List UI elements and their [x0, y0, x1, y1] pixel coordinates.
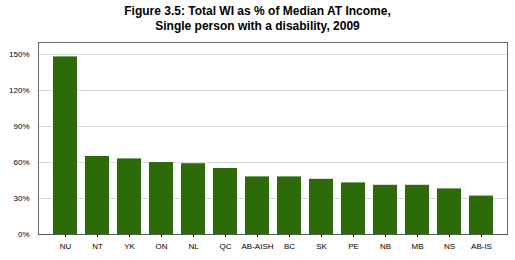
svg-text:SK: SK — [316, 242, 327, 251]
svg-text:NS: NS — [444, 242, 455, 251]
svg-text:150%: 150% — [9, 50, 29, 59]
svg-text:90%: 90% — [13, 122, 29, 131]
svg-text:AB-AISH: AB-AISH — [241, 242, 273, 251]
svg-text:0%: 0% — [18, 230, 30, 239]
svg-text:AB-IS: AB-IS — [471, 242, 492, 251]
svg-text:60%: 60% — [13, 158, 29, 167]
svg-text:BC: BC — [284, 242, 295, 251]
svg-text:NT: NT — [92, 242, 103, 251]
svg-text:NB: NB — [380, 242, 391, 251]
svg-text:120%: 120% — [9, 86, 29, 95]
svg-text:MB: MB — [412, 242, 424, 251]
svg-text:PE: PE — [348, 242, 359, 251]
svg-text:30%: 30% — [13, 194, 29, 203]
svg-text:ON: ON — [156, 242, 168, 251]
html-text:Figure 3.5: Total WI as % of M: Figure 3.5: Total WI as % of Median AT I… — [124, 4, 391, 33]
svg-text:QC: QC — [220, 242, 232, 251]
svg-text:YK: YK — [124, 242, 135, 251]
svg-text:NU: NU — [60, 242, 72, 251]
svg-text:NL: NL — [188, 242, 199, 251]
